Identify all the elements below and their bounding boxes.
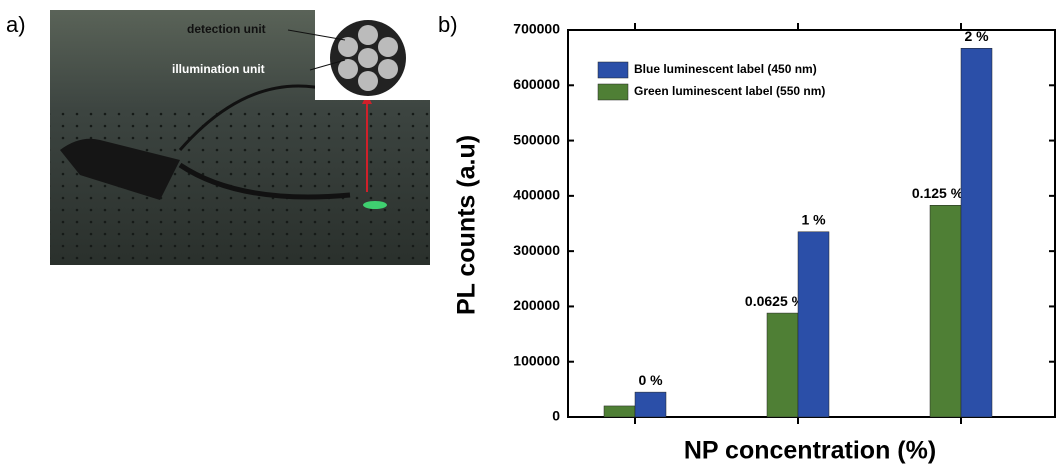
bar-label: 0 %	[638, 372, 663, 388]
legend-label: Blue luminescent label (450 nm)	[634, 62, 817, 76]
panel-label: a)	[6, 12, 26, 37]
bar	[961, 48, 992, 417]
panel-label: b)	[438, 12, 458, 37]
bar	[635, 392, 666, 417]
bar	[798, 232, 829, 417]
bar	[767, 313, 798, 417]
legend-swatch	[598, 84, 628, 100]
y-tick-label: 0	[552, 408, 560, 424]
bar	[604, 406, 635, 417]
photo: detection unit illumination unit	[50, 10, 430, 265]
bar-label: 0.0625 %	[745, 293, 805, 309]
y-tick-label: 100000	[513, 352, 560, 368]
figure: a) b) detection unit illumination unit N…	[0, 0, 1060, 467]
y-tick-label: 400000	[513, 187, 560, 203]
photo-label: detection unit	[187, 22, 266, 36]
x-axis-title: NP concentration (%)	[684, 437, 936, 465]
legend-label: Green luminescent label (550 nm)	[634, 84, 825, 98]
y-axis-title: PL counts (a.u)	[453, 135, 481, 315]
bar-label: 0.125 %	[912, 185, 964, 201]
y-tick-label: 700000	[513, 21, 560, 37]
y-tick-label: 500000	[513, 131, 560, 147]
y-tick-label: 300000	[513, 242, 560, 258]
legend-swatch	[598, 62, 628, 78]
y-tick-label: 200000	[513, 297, 560, 313]
y-tick-label: 600000	[513, 76, 560, 92]
photo-label: illumination unit	[172, 62, 265, 76]
bar-label: 2 %	[964, 28, 989, 44]
bar	[930, 205, 961, 417]
bar-label: 1 %	[801, 211, 826, 227]
